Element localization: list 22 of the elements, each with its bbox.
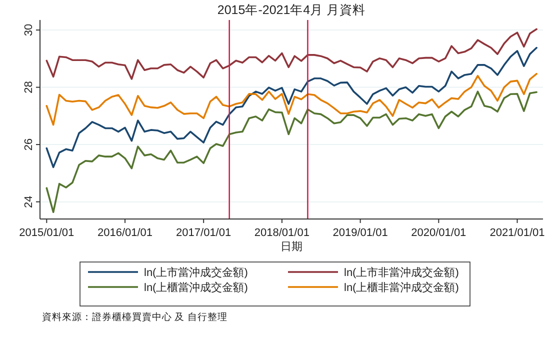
- legend-label: ln(上櫃非當沖成交金額): [344, 281, 459, 294]
- x-tick-label: 2019/01/01: [332, 227, 388, 239]
- y-tick-label: 24: [23, 196, 35, 208]
- x-tick-label: 2020/01/01: [411, 227, 466, 239]
- y-tick-label: 28: [23, 81, 35, 94]
- legend-label: ln(上市非當沖成交金額): [344, 266, 459, 279]
- legend-label: ln(上櫃當沖成交金額): [144, 281, 248, 294]
- x-tick-label: 2017/01/01: [176, 227, 232, 239]
- line-series: [46, 46, 538, 168]
- line-series: [46, 90, 538, 214]
- x-tick-label: 2015/01/01: [19, 227, 74, 239]
- chart-title: 2015年-2021年4月 月資料: [217, 3, 366, 17]
- y-tick-label: 26: [23, 138, 35, 151]
- x-tick-label: 2018/01/01: [254, 227, 310, 239]
- line-series: [46, 72, 538, 126]
- x-tick-label: 2016/01/01: [97, 227, 153, 239]
- legend-label: ln(上市當沖成交金額): [144, 266, 248, 279]
- x-tick-label: 2021/01/01: [490, 227, 545, 239]
- source-note: 資料來源：證券櫃檯買賣中心 及 自行整理: [42, 311, 228, 323]
- x-axis-title: 日期: [280, 241, 302, 253]
- y-tick-label: 30: [23, 24, 35, 36]
- line-series: [46, 28, 538, 80]
